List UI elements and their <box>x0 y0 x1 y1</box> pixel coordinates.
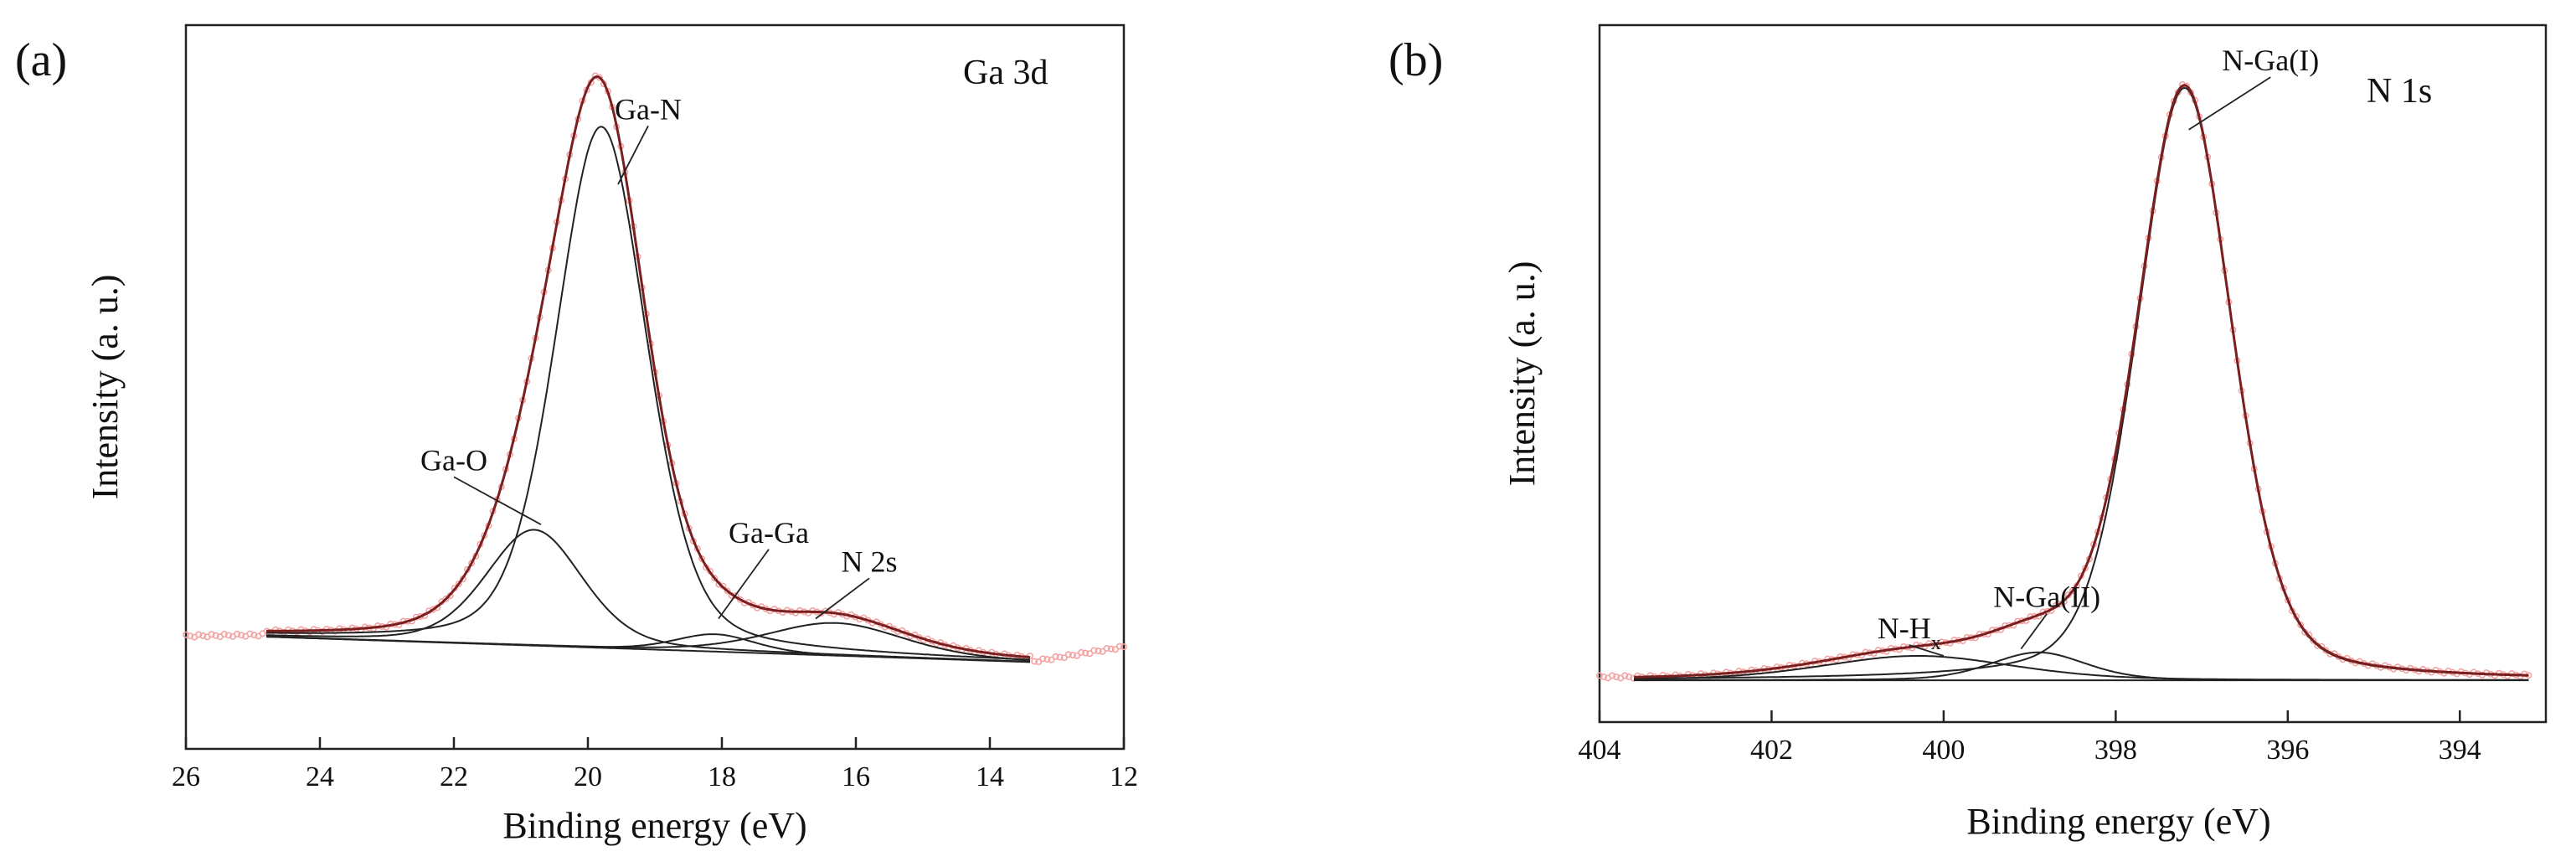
panel-a-experimental-point <box>1095 648 1102 655</box>
panel-b: (b) N 1s Binding energy (eV) Intensity (… <box>1388 23 2548 842</box>
panel-a-experimental-point <box>183 631 190 638</box>
panel-b-ylabel: Intensity (a. u.) <box>1502 261 1543 487</box>
panel-b-x-tick-label: 402 <box>1750 735 1793 766</box>
panel-a-peak-label: Ga-N <box>615 92 682 126</box>
panel-a-experimental-point <box>1086 650 1094 658</box>
panel-a-experimental-point <box>1103 644 1110 652</box>
panel-a-annotations: Ga-N Ga-O Ga-Ga N 2s <box>420 92 898 620</box>
panel-a-experimental-point <box>199 632 207 639</box>
panel-a-experimental-point <box>1056 653 1064 661</box>
panel-a-experimental-point <box>224 632 232 639</box>
panel-a-experimental-point <box>195 631 203 638</box>
panel-a-x-tick-label: 22 <box>440 761 468 792</box>
panel-a-experimental-point <box>1060 654 1068 662</box>
panel-a-experimental-point <box>1121 643 1128 651</box>
panel-b-experimental-point <box>1621 672 1629 679</box>
panel-a-experimental-point <box>1115 643 1123 650</box>
panel-b-peak-leader-line <box>2188 76 2271 131</box>
panel-a-experimental-point <box>711 575 719 582</box>
panel-a-x-tick-label: 24 <box>306 761 334 792</box>
panel-b-experimental-point <box>1625 673 1633 681</box>
panel-a-experimental-point <box>1111 646 1119 653</box>
panel-a-experimental-point <box>1039 655 1047 663</box>
panel-a-peak-leader-line <box>718 549 770 620</box>
panel-a-experimental-point <box>234 630 241 637</box>
panel-a-x-tick-label: 20 <box>574 761 602 792</box>
panel-b-component-n-hx <box>1634 655 2529 681</box>
panel-a-title: Ga 3d <box>963 54 1048 92</box>
panel-a-experimental-point <box>1099 648 1106 655</box>
panel-a-envelope-curve <box>266 75 1031 659</box>
panel-a-peak-label: Ga-O <box>420 443 487 477</box>
panel-a-experimental-point <box>238 632 245 639</box>
panel-b-x-tick-label: 398 <box>2094 735 2137 766</box>
panel-a-experimental-point <box>442 595 450 602</box>
panel-a-peak-leader-line <box>453 476 542 525</box>
panel-a-experimental-point <box>455 581 462 588</box>
panel-a-peak-leader-line <box>815 577 870 620</box>
panel-a-ylabel: Intensity (a. u.) <box>85 275 126 500</box>
panel-a-x-tick-label: 16 <box>842 761 870 792</box>
panel-a-experimental-point <box>1082 649 1090 657</box>
panel-b-experimental-point <box>2310 637 2317 644</box>
panel-b-plot-frame <box>1598 23 2548 724</box>
panel-a-experimental-point <box>724 587 731 595</box>
panel-a-experimental-point <box>246 630 254 637</box>
panel-a-experimental-point <box>187 632 194 640</box>
panel-a-x-tick-label: 14 <box>976 761 1004 792</box>
panel-b-x-ticks: 404 402 400 398 396 394 <box>1579 710 2481 766</box>
panel-b-x-tick-label: 400 <box>1922 735 1965 766</box>
panel-a-experimental-point <box>208 631 215 638</box>
panel-b-x-tick-label: 404 <box>1579 735 1621 766</box>
panel-a-peak-label: N 2s <box>841 544 897 578</box>
panel-b-envelope-curve <box>1634 84 2529 679</box>
panel-a-peak-leader-line <box>617 125 649 185</box>
panel-b-title: N 1s <box>2367 72 2432 111</box>
panel-b-experimental-point <box>1609 672 1616 679</box>
panel-a-experimental-point <box>1031 658 1038 665</box>
panel-a-component-n-2s <box>266 622 1031 662</box>
panel-a-peak-label: Ga-Ga <box>729 516 809 550</box>
panel-a-curves <box>183 72 1128 666</box>
panel-a-experimental-point <box>1074 652 1081 659</box>
panel-b-x-tick-label: 396 <box>2266 735 2309 766</box>
panel-a-experimental-point <box>1090 647 1098 654</box>
panel-a-x-tick-label: 26 <box>172 761 200 792</box>
panel-b-x-tick-label: 394 <box>2439 735 2481 766</box>
panel-a-x-tick-label: 18 <box>708 761 736 792</box>
panel-a-experimental-point <box>212 632 219 639</box>
panel-a-experimental-point <box>1069 652 1076 659</box>
panel-b-peak-label: N-Ga(II) <box>1993 581 2100 614</box>
panel-a-xlabel: Binding energy (eV) <box>502 805 806 846</box>
panel-a-experimental-point <box>1043 656 1051 663</box>
panel-b-experimental-point <box>2069 587 2076 595</box>
panel-a-experimental-point <box>220 631 228 638</box>
panel-b-peak-leader-line <box>1909 644 1945 657</box>
panel-a-experimental-point <box>1064 651 1072 658</box>
panel-a-experimental-point <box>1035 658 1043 666</box>
panel-a-experimental-point <box>1052 653 1059 660</box>
panel-b-peak-leader-line <box>2020 613 2048 650</box>
panel-a-x-ticks: 26 24 22 20 18 16 14 12 <box>172 737 1138 792</box>
panel-b-xlabel: Binding energy (eV) <box>1966 801 2270 842</box>
panel-a-label: (a) <box>15 34 67 86</box>
panel-b-label: (b) <box>1388 34 1443 86</box>
panel-a-experimental-point <box>1078 648 1085 656</box>
panel-b-experimental-point <box>2297 621 2305 628</box>
panel-a-experimental-point <box>1048 656 1055 663</box>
panel-b-annotations: N-Ga(I)N-Ga(II)N-Hx <box>1878 44 2319 657</box>
panel-b-experimental-point <box>1600 673 1608 680</box>
panel-a: (a) Ga 3d Binding energy (eV) Intensity … <box>15 23 1138 846</box>
panel-b-experimental-point <box>1596 672 1604 679</box>
panel-a-experimental-point <box>250 632 258 639</box>
panel-b-peak-label: N-Ga(I) <box>2222 44 2319 77</box>
panel-a-plot-frame <box>184 23 1126 751</box>
panel-a-experimental-point <box>1107 645 1115 653</box>
panel-b-experimental-point <box>1613 673 1620 680</box>
panel-a-x-tick-label: 12 <box>1110 761 1138 792</box>
panel-a-component-ga-n <box>266 126 1031 661</box>
